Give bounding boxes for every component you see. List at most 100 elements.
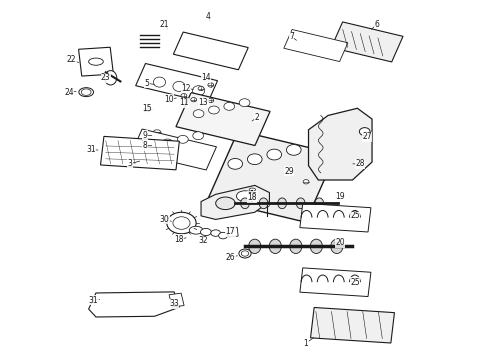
Polygon shape — [136, 63, 218, 103]
Text: 4: 4 — [206, 12, 211, 21]
Ellipse shape — [154, 136, 160, 139]
Text: 9: 9 — [143, 131, 147, 140]
Ellipse shape — [208, 83, 214, 87]
Polygon shape — [78, 47, 113, 76]
Text: 30: 30 — [160, 215, 169, 224]
Ellipse shape — [242, 251, 248, 256]
Polygon shape — [300, 268, 371, 297]
Ellipse shape — [331, 239, 343, 253]
Ellipse shape — [315, 198, 324, 209]
Text: 31: 31 — [89, 296, 98, 305]
Ellipse shape — [79, 87, 94, 96]
Ellipse shape — [154, 130, 160, 134]
Ellipse shape — [228, 158, 243, 169]
Ellipse shape — [287, 144, 301, 155]
Ellipse shape — [237, 191, 253, 202]
Ellipse shape — [181, 94, 187, 98]
Ellipse shape — [193, 110, 204, 118]
Ellipse shape — [219, 232, 227, 239]
Text: 13: 13 — [198, 98, 208, 107]
Polygon shape — [176, 93, 270, 145]
Text: 16: 16 — [247, 192, 257, 201]
Text: 18: 18 — [247, 193, 257, 202]
Ellipse shape — [310, 239, 322, 253]
Ellipse shape — [200, 228, 211, 235]
Ellipse shape — [209, 106, 220, 114]
Ellipse shape — [216, 197, 235, 210]
Ellipse shape — [173, 217, 190, 229]
Ellipse shape — [296, 198, 305, 209]
Text: 32: 32 — [198, 237, 208, 246]
Ellipse shape — [211, 230, 220, 236]
Text: 7: 7 — [289, 32, 294, 41]
Ellipse shape — [89, 58, 103, 65]
Ellipse shape — [173, 81, 185, 91]
Ellipse shape — [247, 154, 262, 165]
Text: 15: 15 — [143, 104, 152, 113]
Polygon shape — [173, 32, 248, 70]
Text: 5: 5 — [145, 79, 150, 88]
Ellipse shape — [265, 203, 270, 207]
Ellipse shape — [193, 86, 205, 96]
Polygon shape — [132, 129, 217, 170]
Ellipse shape — [303, 180, 309, 184]
Text: 19: 19 — [336, 192, 345, 201]
Ellipse shape — [278, 198, 287, 209]
Polygon shape — [284, 30, 348, 62]
Polygon shape — [309, 108, 372, 180]
Ellipse shape — [167, 212, 196, 234]
Text: 12: 12 — [182, 84, 191, 93]
Text: 14: 14 — [201, 73, 211, 82]
Text: 21: 21 — [160, 19, 169, 28]
Text: 24: 24 — [64, 87, 74, 96]
Text: 6: 6 — [374, 19, 379, 28]
Ellipse shape — [269, 239, 281, 253]
Ellipse shape — [267, 149, 282, 160]
Text: 8: 8 — [143, 141, 147, 150]
Text: 26: 26 — [225, 253, 235, 262]
Text: 28: 28 — [355, 159, 365, 168]
Ellipse shape — [104, 71, 117, 85]
Ellipse shape — [239, 99, 250, 107]
Text: 2: 2 — [255, 113, 260, 122]
Polygon shape — [227, 227, 238, 237]
Text: 11: 11 — [179, 98, 189, 107]
Text: 33: 33 — [169, 299, 179, 308]
Ellipse shape — [249, 188, 255, 191]
Ellipse shape — [241, 198, 249, 209]
Text: 29: 29 — [284, 167, 294, 176]
Ellipse shape — [248, 239, 261, 253]
Ellipse shape — [193, 132, 203, 140]
Ellipse shape — [189, 226, 203, 234]
Text: 10: 10 — [165, 95, 174, 104]
Polygon shape — [89, 292, 179, 317]
Text: 25: 25 — [350, 211, 360, 220]
Ellipse shape — [290, 239, 302, 253]
Text: 22: 22 — [67, 55, 76, 64]
Polygon shape — [208, 131, 336, 222]
Ellipse shape — [147, 143, 158, 150]
Polygon shape — [331, 22, 403, 62]
Polygon shape — [169, 293, 184, 307]
Text: 20: 20 — [336, 238, 345, 247]
Ellipse shape — [177, 135, 188, 143]
Text: 18: 18 — [174, 235, 184, 244]
Text: 25: 25 — [350, 278, 360, 287]
Polygon shape — [100, 136, 179, 170]
Text: 31: 31 — [86, 145, 96, 154]
Text: 23: 23 — [101, 73, 111, 82]
Text: 1: 1 — [304, 339, 308, 348]
Ellipse shape — [359, 128, 370, 135]
Ellipse shape — [224, 102, 235, 110]
Text: 27: 27 — [362, 132, 372, 141]
Polygon shape — [311, 307, 394, 343]
Ellipse shape — [144, 108, 151, 112]
Ellipse shape — [153, 77, 166, 87]
Ellipse shape — [162, 139, 173, 147]
Ellipse shape — [208, 98, 214, 103]
Ellipse shape — [239, 249, 251, 258]
Text: 17: 17 — [225, 228, 235, 237]
Ellipse shape — [198, 86, 204, 91]
Polygon shape — [300, 203, 371, 232]
Ellipse shape — [259, 198, 268, 209]
